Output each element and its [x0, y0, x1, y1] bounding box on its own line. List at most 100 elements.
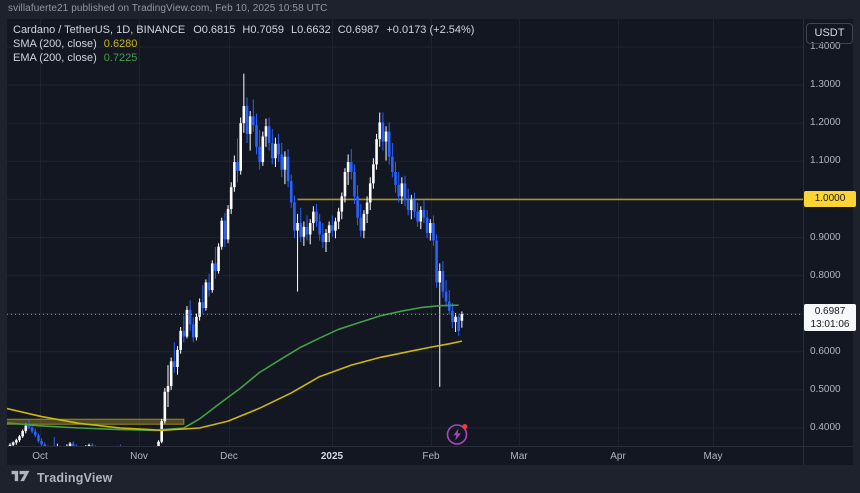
sma-value: 0.6280 — [103, 38, 138, 50]
candle-body — [365, 202, 369, 214]
time-tick: May — [703, 451, 723, 462]
price-tick: 1.4000 — [810, 41, 841, 52]
time-tick: 2025 — [320, 451, 344, 462]
candle-body — [40, 440, 43, 445]
candle-body — [337, 211, 340, 222]
time-tick: Nov — [130, 451, 148, 462]
candle-body — [255, 125, 258, 147]
candle-body — [179, 330, 182, 350]
candle-body — [15, 440, 18, 443]
candle-body — [305, 226, 309, 235]
candle-body — [387, 131, 391, 157]
candle-body — [163, 391, 167, 422]
candle-body — [353, 171, 356, 197]
candle-body — [359, 217, 363, 231]
candle-body — [160, 421, 163, 442]
candle-body — [293, 202, 296, 231]
candle-body — [226, 208, 230, 240]
candle-body — [8, 444, 12, 446]
candle-body — [394, 171, 397, 185]
ohlc-low: L0.6632 — [291, 24, 331, 36]
ohlc-close: C0.6987 — [337, 24, 380, 36]
candle-body — [210, 263, 214, 291]
time-tick: Dec — [220, 451, 238, 462]
price-tick: 0.8000 — [810, 269, 841, 281]
ema-line — [7, 304, 459, 432]
candle-body — [283, 156, 287, 170]
candle-body — [441, 271, 445, 292]
current-price-label: 0.6987 13:01:06 — [804, 304, 856, 331]
flash-marker[interactable] — [444, 421, 470, 447]
candle-body — [406, 200, 410, 211]
ema-value: 0.7225 — [103, 52, 138, 64]
tradingview-logo-icon[interactable] — [10, 468, 31, 488]
tradingview-wordmark[interactable]: TradingView — [37, 471, 113, 485]
candle-body — [182, 330, 186, 337]
candle-body — [87, 445, 91, 446]
candle-body — [391, 156, 394, 172]
candle-body — [378, 122, 382, 140]
time-tick: Apr — [610, 451, 626, 462]
candle-body — [239, 123, 242, 171]
candle-body — [198, 302, 201, 317]
candle-body — [280, 154, 284, 170]
time-tick: Feb — [422, 451, 440, 462]
price-tick: 1.1000 — [810, 155, 841, 167]
time-tick: Oct — [32, 451, 48, 462]
candle-body — [270, 143, 274, 159]
candle-body — [24, 425, 28, 432]
candle-body — [331, 225, 334, 231]
candle-body — [400, 183, 404, 197]
candle-body — [324, 232, 328, 243]
candle-body — [176, 349, 179, 368]
candle-body — [236, 162, 239, 171]
candle-body — [416, 211, 419, 222]
legend-symbol-row[interactable]: Cardano / TetherUS, 1D, BINANCE O0.6815 … — [13, 24, 481, 37]
candle-body — [204, 282, 208, 308]
candle-body — [318, 221, 321, 235]
candle-body — [229, 187, 233, 209]
candle-body — [425, 217, 429, 233]
candle-body — [438, 271, 442, 283]
legend-ema-row[interactable]: EMA (200, close) 0.7225 — [13, 52, 481, 65]
ohlc-open: O0.6815 — [193, 24, 236, 36]
legend-sma-row[interactable]: SMA (200, close) 0.6280 — [13, 38, 481, 51]
candle-body — [403, 183, 407, 201]
candle-body — [191, 324, 195, 338]
candle-body — [362, 213, 366, 231]
candle-body — [327, 225, 331, 233]
chart-legend: Cardano / TetherUS, 1D, BINANCE O0.6815 … — [13, 24, 481, 66]
candle-body — [173, 361, 176, 368]
ema-label: EMA (200, close) — [13, 52, 97, 64]
candle-body — [356, 196, 359, 218]
candle-body — [11, 442, 15, 445]
candle-body — [397, 184, 400, 197]
currency-toggle-button[interactable]: USDT — [806, 23, 853, 44]
candle-body — [267, 126, 271, 144]
candle-body — [460, 314, 464, 321]
candle-body — [308, 223, 312, 235]
price-tick: 0.9000 — [810, 231, 841, 243]
candle-body — [245, 106, 249, 134]
supply-zone-drawing[interactable] — [1, 418, 185, 425]
candle-body — [343, 171, 347, 197]
candle-body — [27, 425, 31, 428]
time-tick: Mar — [510, 451, 528, 462]
sma-label: SMA (200, close) — [13, 38, 97, 50]
candle-body — [346, 162, 350, 172]
candle-body — [349, 162, 353, 172]
candle-body — [432, 223, 435, 241]
candle-body — [21, 431, 24, 437]
candle-body — [274, 143, 277, 159]
symbol-title: Cardano / TetherUS, 1D, BINANCE — [13, 24, 186, 36]
candle-body — [312, 211, 315, 224]
candle-body — [37, 435, 40, 441]
ohlc-change: +0.0173 (+2.54%) — [386, 24, 475, 36]
candle-body — [65, 445, 69, 446]
attribution-bar: svillafuerte21 published on TradingView.… — [8, 3, 328, 14]
current-price-value: 0.6987 — [814, 306, 846, 317]
candle-body — [214, 263, 217, 272]
price-tick: 1.3000 — [810, 79, 841, 91]
candles-layer[interactable] — [8, 73, 464, 457]
